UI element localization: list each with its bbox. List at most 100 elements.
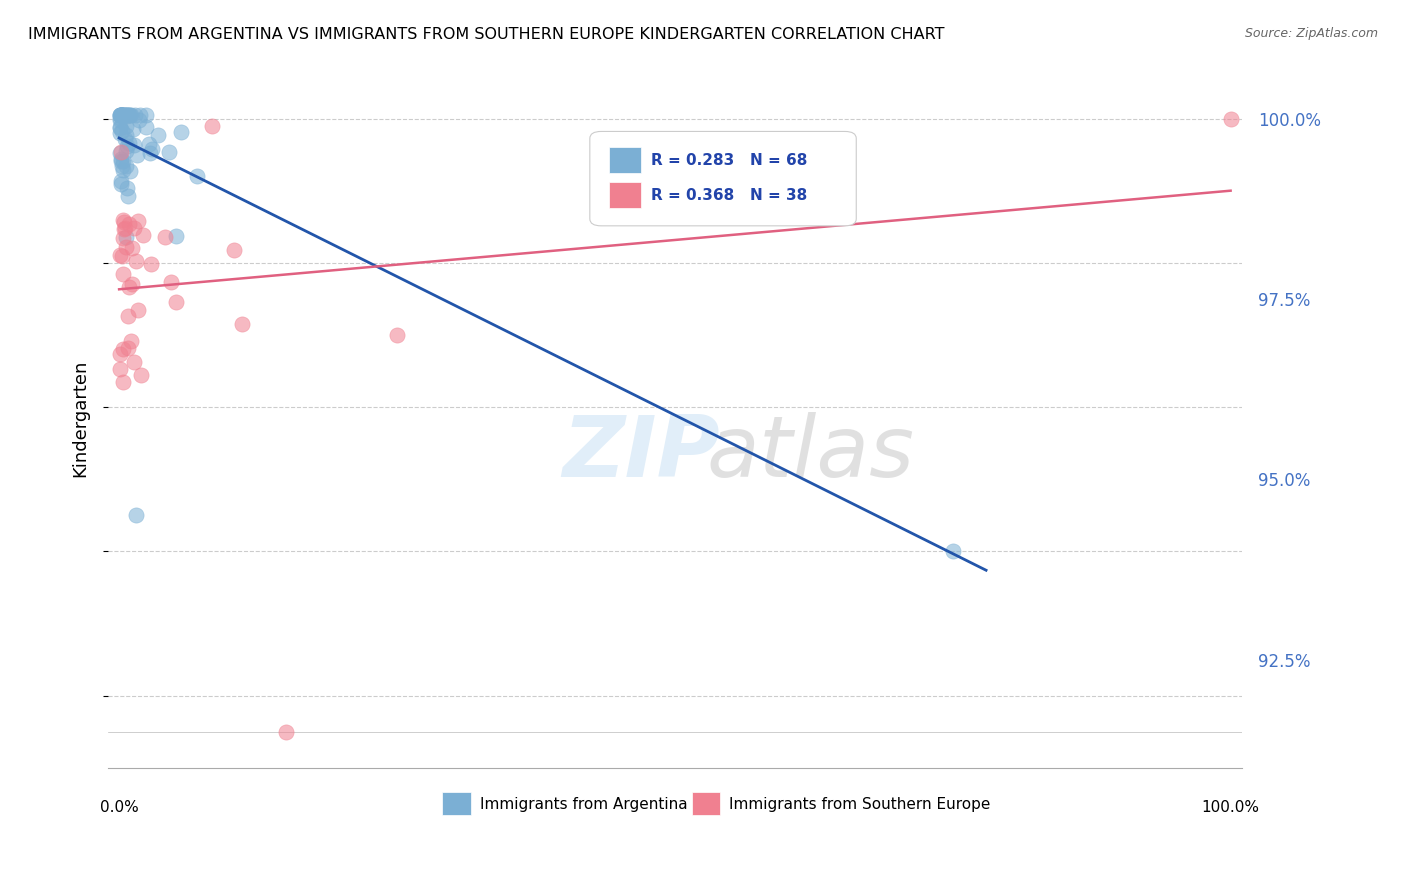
Point [385, 328, 408, 343]
Point [110, 362, 132, 376]
Point [117, 310, 139, 324]
Point [132, 227, 155, 242]
Point [127, 303, 149, 318]
Point [108, 112, 131, 126]
Point [117, 139, 139, 153]
Point [141, 142, 163, 156]
Y-axis label: Kindergarten: Kindergarten [72, 359, 89, 477]
Point [111, 108, 134, 122]
Point [111, 108, 134, 122]
Point [135, 120, 157, 134]
Bar [609, 147, 641, 173]
Point [122, 355, 145, 369]
Point [231, 317, 253, 331]
Point [112, 231, 135, 245]
Point [122, 138, 145, 153]
Bar [692, 792, 720, 815]
Point [115, 145, 138, 159]
Text: 0.0%: 0.0% [100, 800, 138, 815]
Point [110, 108, 132, 122]
Point [110, 145, 132, 160]
FancyBboxPatch shape [591, 131, 856, 226]
Point [114, 108, 136, 122]
Point [139, 145, 162, 160]
Point [111, 213, 134, 227]
Point [108, 120, 131, 134]
Point [112, 153, 135, 168]
Point [124, 108, 146, 122]
Point [110, 108, 132, 122]
Point [117, 341, 139, 355]
Point [110, 108, 132, 122]
Point [110, 174, 132, 188]
Point [128, 113, 150, 128]
Point [120, 334, 142, 348]
Point [114, 119, 136, 133]
Point [201, 120, 224, 134]
Point [110, 178, 132, 192]
Point [110, 153, 132, 168]
Text: atlas: atlas [707, 411, 915, 494]
Text: Immigrants from Argentina: Immigrants from Argentina [479, 797, 688, 812]
Point [108, 108, 131, 122]
Point [110, 108, 132, 122]
Point [110, 108, 132, 122]
Point [111, 249, 134, 263]
Point [112, 108, 135, 122]
Point [111, 267, 134, 281]
Text: ZIP: ZIP [562, 411, 720, 494]
Point [114, 221, 136, 235]
Point [108, 248, 131, 262]
Point [942, 544, 965, 558]
Point [118, 108, 141, 122]
Point [125, 253, 148, 268]
Point [115, 159, 138, 173]
Point [110, 108, 132, 122]
Text: Immigrants from Southern Europe: Immigrants from Southern Europe [730, 797, 991, 812]
Point [157, 145, 180, 160]
Point [118, 218, 141, 232]
Point [118, 164, 141, 178]
Text: 100.0%: 100.0% [1202, 800, 1260, 815]
Point [160, 275, 183, 289]
Point [222, 243, 245, 257]
Point [129, 368, 152, 382]
Point [1219, 112, 1241, 126]
Point [118, 136, 141, 150]
Point [108, 126, 131, 140]
Point [111, 108, 134, 122]
Point [117, 189, 139, 203]
Bar [443, 792, 471, 815]
Point [121, 121, 143, 136]
Point [114, 108, 136, 122]
Point [111, 375, 134, 389]
Point [114, 128, 136, 142]
Point [165, 228, 187, 243]
Point [122, 221, 145, 235]
Point [274, 724, 297, 739]
Point [129, 108, 152, 122]
Point [125, 148, 148, 162]
Point [111, 124, 134, 138]
Point [138, 136, 160, 151]
Point [148, 128, 170, 142]
Text: Source: ZipAtlas.com: Source: ZipAtlas.com [1244, 27, 1378, 40]
Point [117, 181, 139, 195]
Point [115, 108, 138, 122]
Point [111, 342, 134, 356]
Point [111, 108, 134, 122]
Point [112, 108, 135, 122]
Point [153, 230, 176, 244]
Point [170, 125, 193, 139]
Point [110, 108, 132, 122]
Point [111, 159, 134, 173]
Text: IMMIGRANTS FROM ARGENTINA VS IMMIGRANTS FROM SOUTHERN EUROPE KINDERGARTEN CORREL: IMMIGRANTS FROM ARGENTINA VS IMMIGRANTS … [28, 27, 945, 42]
Point [108, 146, 131, 161]
Point [110, 152, 132, 166]
Text: R = 0.368   N = 38: R = 0.368 N = 38 [651, 187, 807, 202]
Point [121, 241, 143, 255]
Point [114, 221, 136, 235]
Point [112, 108, 135, 122]
Point [108, 121, 131, 136]
Point [114, 132, 136, 146]
